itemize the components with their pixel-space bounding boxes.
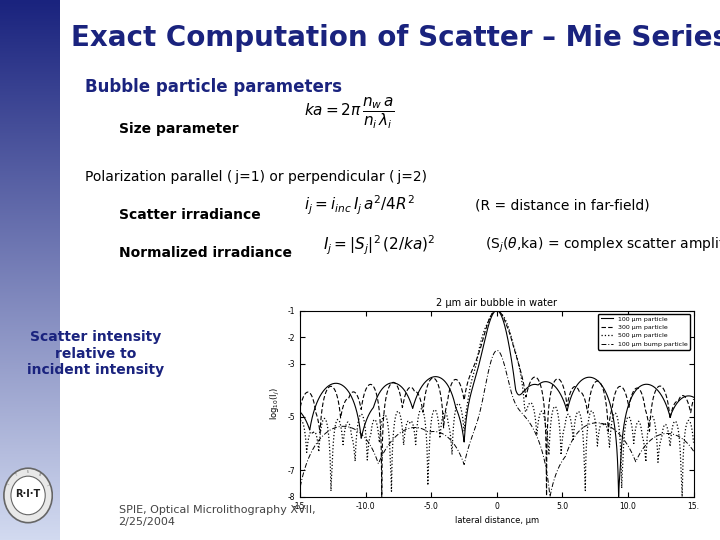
500 μm particle (464, 392, 473, 399)
Text: Scatter irradiance: Scatter irradiance (119, 208, 260, 222)
500 μm particle (689, 440, 698, 446)
100 μm particle (678, 395, 686, 402)
Text: T: T (15, 473, 19, 477)
100 μm bump particle (678, 435, 686, 442)
Title: 2 μm air bubble in water: 2 μm air bubble in water (436, 298, 557, 308)
Legend: 100 μm particle, 300 μm particle, 500 μm particle, 100 μm bump particle: 100 μm particle, 300 μm particle, 500 μm… (598, 314, 690, 349)
Text: Scatter intensity
relative to
incident intensity: Scatter intensity relative to incident i… (27, 330, 164, 377)
100 μm bump particle (462, 455, 470, 462)
Text: R·I·T: R·I·T (15, 489, 41, 500)
Line: 100 μm bump particle: 100 μm bump particle (300, 350, 693, 497)
300 μm particle (492, 307, 501, 314)
Text: SPIE, Optical Microlithography XVII,
2/25/2004: SPIE, Optical Microlithography XVII, 2/2… (119, 505, 315, 526)
500 μm particle (483, 321, 492, 327)
Text: Normalized irradiance: Normalized irradiance (119, 246, 292, 260)
500 μm particle (296, 418, 305, 424)
100 μm particle (582, 375, 590, 381)
Text: (R = distance in far-field): (R = distance in far-field) (475, 198, 650, 212)
100 μm particle (483, 327, 492, 334)
100 μm particle (464, 401, 473, 407)
Text: S: S (27, 470, 29, 474)
X-axis label: lateral distance, μm: lateral distance, μm (455, 516, 539, 525)
100 μm particle (689, 394, 698, 401)
100 μm bump particle (296, 483, 305, 490)
300 μm particle (377, 494, 386, 500)
100 μm bump particle (492, 347, 501, 354)
500 μm particle (462, 414, 470, 420)
500 μm particle (678, 494, 686, 500)
300 μm particle (689, 396, 698, 402)
100 μm bump particle (483, 374, 492, 381)
500 μm particle (657, 432, 666, 438)
Text: N: N (37, 473, 41, 477)
100 μm bump particle (464, 443, 473, 450)
Text: Polarization parallel ( j=1) or perpendicular ( j=2): Polarization parallel ( j=1) or perpendi… (86, 170, 428, 184)
100 μm bump particle (546, 494, 554, 500)
500 μm particle (582, 449, 590, 456)
Circle shape (11, 476, 45, 515)
300 μm particle (464, 376, 473, 382)
100 μm bump particle (582, 422, 590, 429)
500 μm particle (492, 307, 501, 314)
300 μm particle (658, 384, 667, 390)
Text: $I_j = |S_j|^2\,(2/ka)^2$: $I_j = |S_j|^2\,(2/ka)^2$ (323, 234, 436, 258)
100 μm particle (492, 307, 501, 314)
100 μm particle (658, 393, 667, 400)
100 μm bump particle (689, 448, 698, 454)
300 μm particle (296, 404, 305, 410)
100 μm particle (614, 494, 623, 500)
300 μm particle (483, 321, 492, 328)
Text: Bubble particle parameters: Bubble particle parameters (86, 78, 343, 96)
100 μm particle (296, 409, 305, 415)
500 μm particle (678, 477, 686, 484)
Line: 100 μm particle: 100 μm particle (300, 310, 693, 497)
Text: (S$_j$($\theta$,ka) = complex scatter amplitude): (S$_j$($\theta$,ka) = complex scatter am… (485, 236, 720, 255)
Text: $i_j = i_{inc}\,I_j\,a^2/4R^2$: $i_j = i_{inc}\,I_j\,a^2/4R^2$ (304, 193, 415, 217)
300 μm particle (582, 402, 590, 408)
Text: Exact Computation of Scatter – Mie Series: Exact Computation of Scatter – Mie Serie… (71, 24, 720, 52)
Y-axis label: log$_{10}$(I$_j$): log$_{10}$(I$_j$) (269, 387, 282, 420)
Circle shape (4, 468, 53, 523)
100 μm particle (462, 422, 470, 429)
Text: I: I (45, 483, 49, 486)
Line: 300 μm particle: 300 μm particle (300, 310, 693, 497)
Line: 500 μm particle: 500 μm particle (300, 310, 693, 497)
Text: I: I (7, 483, 12, 486)
Text: $ka = 2\pi\,\dfrac{n_w\,a}{n_i\,\lambda_i}$: $ka = 2\pi\,\dfrac{n_w\,a}{n_i\,\lambda_… (304, 96, 395, 131)
300 μm particle (678, 393, 686, 399)
300 μm particle (462, 388, 470, 395)
Text: Size parameter: Size parameter (119, 122, 238, 136)
100 μm bump particle (658, 431, 667, 437)
